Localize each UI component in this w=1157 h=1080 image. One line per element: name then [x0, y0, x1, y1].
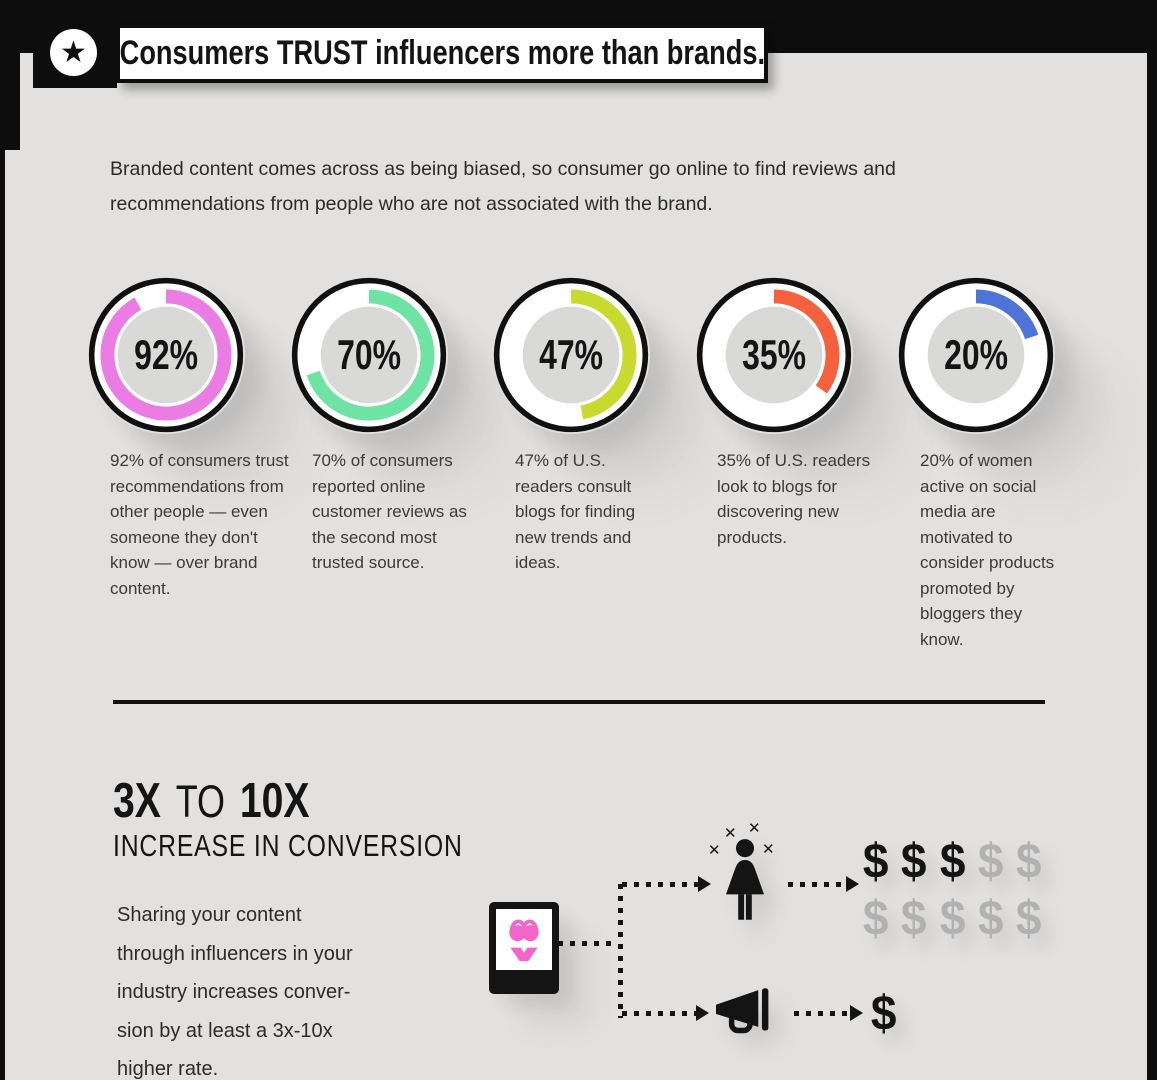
megaphone-icon: [716, 988, 769, 1034]
arrow-icon: [696, 1005, 709, 1021]
flow-line-top: [622, 882, 698, 887]
dollar-sign: $: [939, 835, 965, 889]
star-icon: ★: [60, 35, 87, 69]
donut-percent-label: 70%: [337, 331, 401, 378]
dollar-sign: $: [1015, 892, 1042, 946]
headline-to: TO: [175, 776, 226, 827]
donut-caption: 20% of women active on social media are …: [920, 451, 1055, 649]
donut-caption: 70% of consumers reported online custome…: [312, 451, 467, 572]
left-border-thick: [0, 0, 20, 150]
conversion-headline: 3X TO 10X: [113, 773, 310, 829]
page-title: Consumers TRUST influencers more than br…: [119, 34, 765, 72]
conversion-paragraph: Sharing your content through influencers…: [117, 896, 353, 1080]
title-box: Consumers TRUST influencers more than br…: [116, 24, 768, 83]
bikini-icon: [509, 919, 539, 961]
intro-paragraph: Branded content comes across as being bi…: [110, 152, 896, 222]
sparkle-icon: ✕: [748, 820, 761, 837]
dollar-sign: $: [1015, 835, 1042, 889]
tablet-screen: [496, 909, 552, 970]
flow-line-to-dollars: [788, 882, 846, 887]
left-border: [0, 0, 5, 1080]
flow-line-bottom: [622, 1011, 696, 1016]
donut-chart: 20%: [897, 276, 1055, 434]
flow-line-to-dollar: [794, 1011, 850, 1016]
arrow-icon: [846, 876, 859, 892]
arrow-icon: [850, 1005, 863, 1021]
donut-percent-label: 20%: [944, 331, 1008, 378]
arrow-icon: [698, 876, 711, 892]
donut-percent-label: 35%: [742, 331, 806, 378]
dollar-row: $ $ $ $ $: [862, 834, 1053, 891]
headline-3x: 3X: [113, 774, 161, 828]
dollar-row: $ $ $ $ $: [862, 891, 1053, 948]
section-divider: [113, 700, 1045, 704]
donut-caption: 35% of U.S. readers look to blogs for di…: [717, 451, 871, 547]
headline-10x: 10X: [239, 774, 310, 828]
conversion-subheadline: INCREASE IN CONVERSION: [113, 828, 463, 863]
donut-caption: 47% of U.S. readers consult blogs for fi…: [515, 451, 636, 572]
sparkle-icon: ✕: [724, 825, 737, 842]
donut-chart: 35%: [695, 276, 853, 434]
woman-icon: [725, 839, 765, 920]
donut-caption: 92% of consumers trust recommendations f…: [110, 451, 289, 598]
donut-percent-label: 92%: [134, 331, 198, 378]
paragraph-line: through influencers in your: [117, 942, 353, 965]
dollar-sign: $: [901, 835, 927, 889]
intro-line: recommendations from people who are not …: [110, 193, 713, 215]
donut-percent-label: 47%: [539, 331, 603, 378]
paragraph-line: industry increases conver-: [117, 981, 351, 1003]
flow-line-vertical: [618, 884, 623, 1018]
intro-line: Branded content comes across as being bi…: [110, 158, 896, 180]
sparkle-icon: ✕: [708, 842, 721, 859]
paragraph-line: sion by at least a 3x-10x: [117, 1019, 333, 1042]
influencer-dollar-rows: $ $ $ $ $ $ $ $ $ $: [862, 834, 1053, 948]
dollar-sign: $: [862, 835, 889, 889]
donut-chart: 92%: [87, 276, 245, 434]
paragraph-line: higher rate.: [117, 1058, 219, 1080]
donut-chart: 70%: [290, 276, 448, 434]
sparkle-icon: ✕: [762, 841, 775, 858]
dollar-sign: $: [977, 835, 1004, 889]
star-badge: ★: [50, 29, 97, 76]
right-border: [1147, 0, 1157, 1080]
brand-dollar-sign: $: [870, 987, 897, 1041]
flow-line-from-tablet: [558, 941, 618, 946]
donut-chart: 47%: [492, 276, 650, 434]
dollar-sign: $: [901, 892, 927, 946]
dollar-sign: $: [977, 892, 1004, 946]
paragraph-line: Sharing your content: [117, 904, 302, 926]
dollar-sign: $: [939, 892, 965, 946]
tablet-icon: [489, 902, 559, 994]
dollar-sign: $: [862, 892, 889, 946]
